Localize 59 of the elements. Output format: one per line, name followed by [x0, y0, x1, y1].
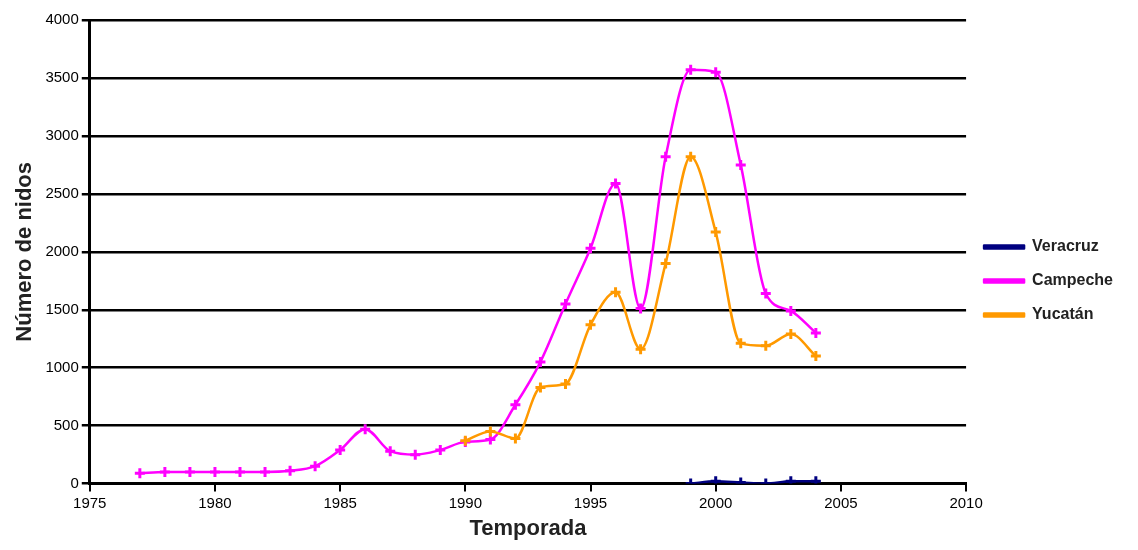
- point: [558, 297, 572, 311]
- point: [433, 443, 447, 457]
- point: [483, 424, 497, 438]
- x-tick-label: 1975: [73, 493, 107, 511]
- y-tick-label: 1000: [45, 357, 79, 375]
- point: [208, 465, 222, 479]
- point: [158, 465, 172, 479]
- x-tick-label: 2005: [824, 493, 858, 511]
- point: [734, 336, 748, 350]
- y-tick-label: 4000: [45, 10, 79, 28]
- point: [709, 225, 723, 239]
- legend-label: Veracruz: [1032, 237, 1099, 255]
- point: [408, 448, 422, 462]
- point: [634, 302, 648, 316]
- point: [508, 398, 522, 412]
- y-tick-label: 3000: [45, 126, 79, 144]
- x-axis-title: Temporada: [469, 514, 588, 540]
- legend-label: Yucatán: [1032, 305, 1094, 323]
- point: [759, 339, 773, 353]
- point: [659, 256, 673, 270]
- point: [333, 443, 347, 457]
- point: [634, 342, 648, 356]
- point: [508, 431, 522, 445]
- point: [659, 150, 673, 164]
- y-tick-label: 0: [70, 473, 79, 491]
- x-tick-label: 2010: [949, 493, 983, 511]
- y-tick-label: 3500: [45, 68, 79, 86]
- point: [233, 465, 247, 479]
- point: [533, 380, 547, 394]
- point: [759, 287, 773, 301]
- y-tick-label: 500: [53, 415, 79, 433]
- legend-label: Campeche: [1032, 271, 1114, 289]
- x-tick-label: 1985: [323, 493, 357, 511]
- y-tick-label: 1500: [45, 299, 79, 317]
- point: [533, 355, 547, 369]
- point: [784, 304, 798, 318]
- y-tick-label: 2500: [45, 183, 79, 201]
- x-tick-label: 1995: [573, 493, 608, 511]
- point: [308, 459, 322, 473]
- point: [684, 63, 698, 77]
- point: [734, 158, 748, 172]
- point: [609, 285, 623, 299]
- x-tick-label: 1980: [198, 493, 232, 511]
- x-tick-label: 1990: [448, 493, 483, 511]
- x-tick-label: 2000: [699, 493, 733, 511]
- point: [584, 241, 598, 255]
- point: [258, 465, 272, 479]
- point: [183, 465, 197, 479]
- point: [558, 377, 572, 391]
- point: [358, 422, 372, 436]
- point: [709, 65, 723, 79]
- point: [283, 464, 297, 478]
- point: [584, 318, 598, 332]
- point: [609, 176, 623, 190]
- point: [383, 444, 397, 458]
- point: [784, 327, 798, 341]
- point: [684, 150, 698, 164]
- y-axis-title: Número de nidos: [11, 161, 37, 342]
- y-tick-label: 2000: [45, 241, 79, 259]
